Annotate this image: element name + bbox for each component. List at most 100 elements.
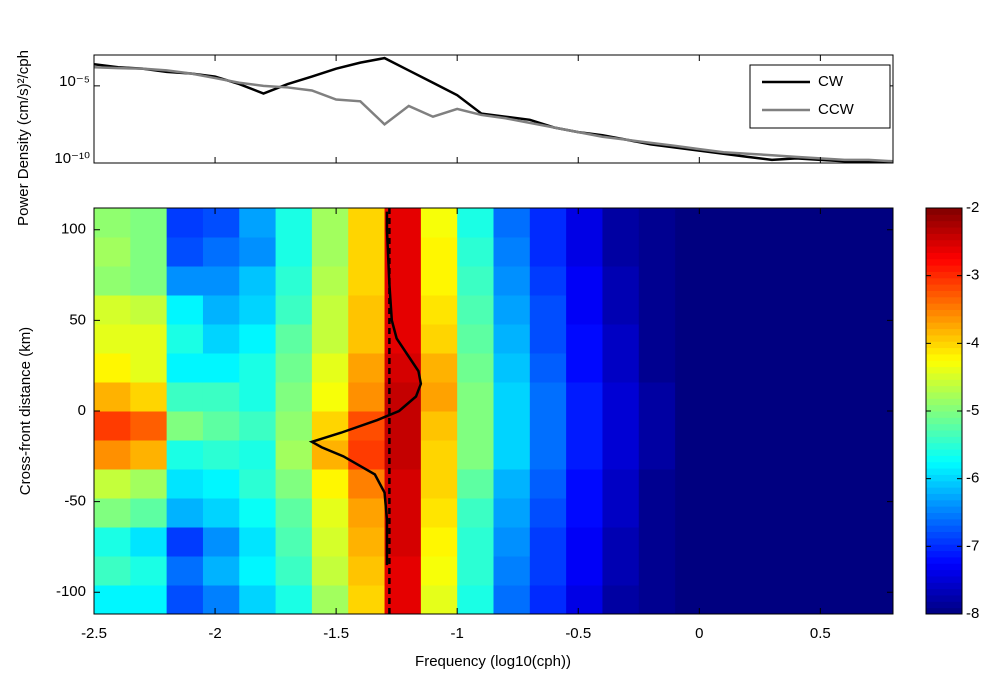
heat-cell xyxy=(275,498,313,528)
heat-cell xyxy=(166,585,204,615)
colorbar-step xyxy=(926,220,962,228)
heat-cell xyxy=(602,556,640,586)
heat-cell xyxy=(457,411,494,441)
heat-cell xyxy=(675,266,712,296)
heat-cell xyxy=(384,237,422,267)
heat-cell xyxy=(166,237,204,267)
heat-cell xyxy=(202,266,240,296)
heat-cell xyxy=(348,295,386,325)
heat-cell xyxy=(420,411,458,441)
x-tick-label: -2.5 xyxy=(81,625,107,642)
x-tick-label: -2 xyxy=(208,625,221,642)
heat-cell xyxy=(529,498,567,528)
heat-cell xyxy=(166,556,204,586)
heat-cell xyxy=(820,411,858,441)
heat-cell xyxy=(856,556,894,586)
heat-cell xyxy=(202,585,240,615)
heat-cell xyxy=(311,498,349,528)
heat-cell xyxy=(166,208,204,238)
heat-cell xyxy=(275,324,313,354)
colorbar-step xyxy=(926,411,962,418)
heat-cell xyxy=(348,208,386,238)
heat-cell xyxy=(711,208,749,238)
colorbar-step xyxy=(926,556,962,564)
heat-cell xyxy=(638,440,676,470)
heat-cell xyxy=(202,295,240,325)
colorbar-label: -6 xyxy=(966,470,979,487)
heat-cell xyxy=(493,585,531,615)
x-tick-label: -1.5 xyxy=(323,625,349,642)
legend-label: CCW xyxy=(818,101,855,118)
heat-cell xyxy=(529,469,567,499)
colorbar-step xyxy=(926,575,962,583)
legend-label: CW xyxy=(818,73,844,90)
heat-cell xyxy=(94,556,131,586)
colorbar-step xyxy=(926,208,962,215)
x-tick-label: -1 xyxy=(451,625,464,642)
colorbar-step xyxy=(926,430,962,437)
colorbar-step xyxy=(926,322,962,330)
heat-cell xyxy=(239,324,277,354)
heat-cell xyxy=(166,353,204,383)
heat-cell xyxy=(856,237,894,267)
colorbar-box xyxy=(925,207,963,615)
heat-cell xyxy=(275,585,313,615)
heat-cell xyxy=(166,295,204,325)
heat-cell xyxy=(130,382,168,412)
heat-cell xyxy=(420,353,458,383)
heat-cell xyxy=(675,469,712,499)
heat-cell xyxy=(784,469,821,499)
heat-cell xyxy=(311,469,349,499)
heat-cell xyxy=(239,266,277,296)
heat-cell xyxy=(348,556,386,586)
heat-cell xyxy=(711,440,749,470)
heat-cell xyxy=(275,295,313,325)
axes-box xyxy=(93,54,894,164)
heat-cell xyxy=(420,324,458,354)
heat-cell xyxy=(493,498,531,528)
heat-cell xyxy=(275,527,313,557)
heat-cell xyxy=(420,469,458,499)
heat-cell xyxy=(239,411,277,441)
colorbar-step xyxy=(926,487,962,494)
heat-cell xyxy=(602,411,640,441)
heat-cell xyxy=(675,440,712,470)
heat-cell xyxy=(566,295,603,325)
heat-cell xyxy=(348,585,386,615)
heat-cell xyxy=(529,527,567,557)
colorbar-step xyxy=(926,252,962,260)
heat-cell xyxy=(94,440,131,470)
colorbar-step xyxy=(926,265,962,272)
heat-cell xyxy=(239,295,277,325)
colorbar-label: -8 xyxy=(966,605,979,622)
heat-cell xyxy=(202,324,240,354)
colorbar-step xyxy=(926,512,962,520)
heat-cell xyxy=(130,353,168,383)
heat-cell xyxy=(784,382,821,412)
heat-cell xyxy=(856,295,894,325)
heat-cell xyxy=(711,411,749,441)
heat-cell xyxy=(493,382,531,412)
heat-cell xyxy=(711,237,749,267)
heat-cell xyxy=(202,208,240,238)
heat-cell xyxy=(311,237,349,267)
heat-cell xyxy=(820,208,858,238)
heat-cell xyxy=(239,527,277,557)
y-tick-label: -100 xyxy=(56,583,86,600)
heat-cell xyxy=(820,556,858,586)
heat-cell xyxy=(275,440,313,470)
heat-cell xyxy=(638,266,676,296)
heat-cell xyxy=(747,208,785,238)
heat-cell xyxy=(820,469,858,499)
heat-cell xyxy=(202,556,240,586)
heat-cell xyxy=(457,266,494,296)
colorbar-step xyxy=(926,334,962,342)
heat-cell xyxy=(166,469,204,499)
colorbar-step xyxy=(926,537,962,545)
heat-cell xyxy=(638,556,676,586)
heat-cell xyxy=(493,266,531,296)
colorbar-step xyxy=(926,499,962,507)
heat-cell xyxy=(420,498,458,528)
heat-cell xyxy=(675,324,712,354)
heat-cell xyxy=(348,266,386,296)
